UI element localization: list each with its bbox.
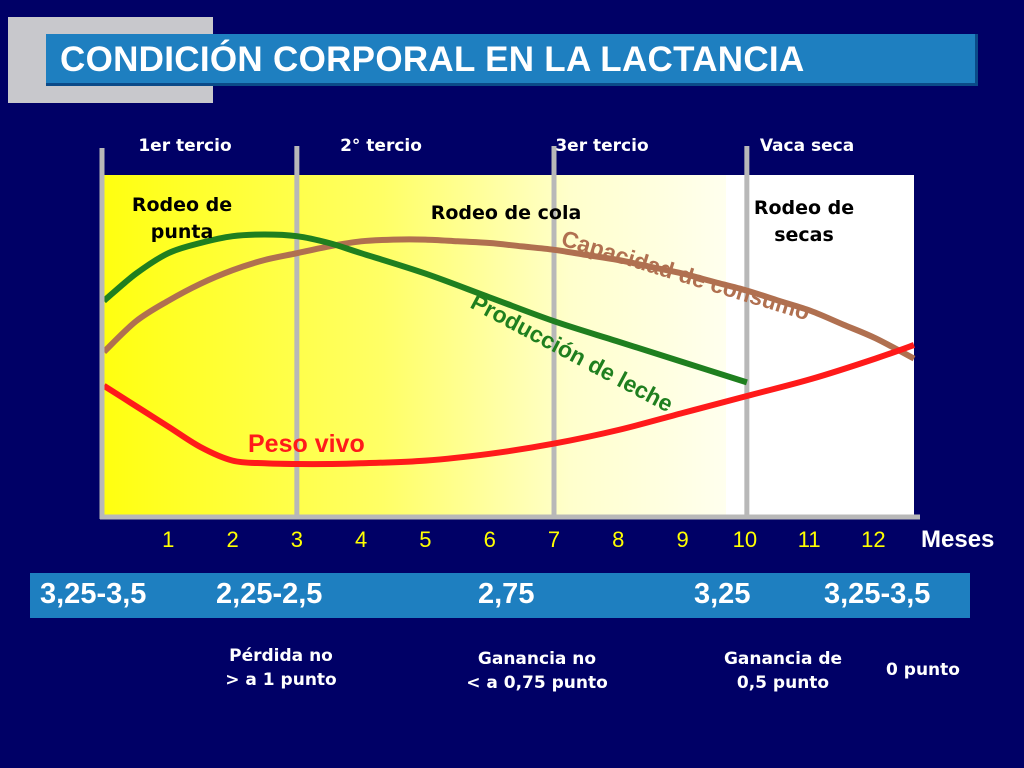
region-label-punta: Rodeo de punta bbox=[131, 194, 233, 243]
x-tick-label: 8 bbox=[612, 527, 625, 552]
x-tick-label: 10 bbox=[732, 527, 758, 552]
series-line-consumo bbox=[101, 236, 916, 362]
series-line-peso bbox=[102, 342, 916, 468]
series-line-leche bbox=[102, 231, 748, 386]
x-tick-label: 2 bbox=[226, 527, 239, 552]
region-label-secas: Rodeo de secas bbox=[753, 197, 855, 246]
title-bar bbox=[46, 34, 978, 86]
x-tick-label: 3 bbox=[290, 527, 303, 552]
note-perdida: Pérdida no > a 1 punto bbox=[225, 646, 337, 690]
x-axis-unit-label: Meses bbox=[921, 526, 995, 553]
x-tick-label: 12 bbox=[861, 527, 886, 552]
x-tick-label: 1 bbox=[162, 527, 175, 552]
note-ganancia-no: Ganancia no < a 0,75 punto bbox=[466, 649, 608, 693]
x-tick-label: 4 bbox=[355, 527, 368, 552]
score-1: 3,25-3,5 bbox=[40, 578, 147, 610]
phase-label-4: Vaca seca bbox=[759, 136, 855, 156]
phase-label-2: 2° tercio bbox=[340, 136, 422, 156]
region-label-cola: Rodeo de cola bbox=[430, 202, 582, 224]
score-5: 3,25-3,5 bbox=[824, 578, 931, 610]
phase-label-3: 3er tercio bbox=[555, 136, 649, 156]
score-bar bbox=[30, 573, 970, 618]
phase-label-1: 1er tercio bbox=[138, 136, 232, 156]
x-tick-label: 11 bbox=[797, 527, 821, 552]
x-tick-label: 9 bbox=[676, 527, 689, 552]
series-label-peso: Peso vivo bbox=[248, 430, 365, 458]
page-title: CONDICIÓN CORPORAL EN LA LACTANCIA bbox=[60, 40, 805, 79]
x-tick-label: 7 bbox=[547, 527, 561, 552]
x-tick-label: 5 bbox=[419, 527, 432, 552]
score-2: 2,25-2,5 bbox=[216, 578, 323, 610]
score-4: 3,25 bbox=[694, 578, 751, 610]
x-tick-label: 6 bbox=[483, 527, 496, 552]
note-cero: 0 punto bbox=[886, 660, 960, 680]
note-ganancia-de: Ganancia de 0,5 punto bbox=[723, 649, 843, 693]
score-3: 2,75 bbox=[478, 578, 535, 610]
